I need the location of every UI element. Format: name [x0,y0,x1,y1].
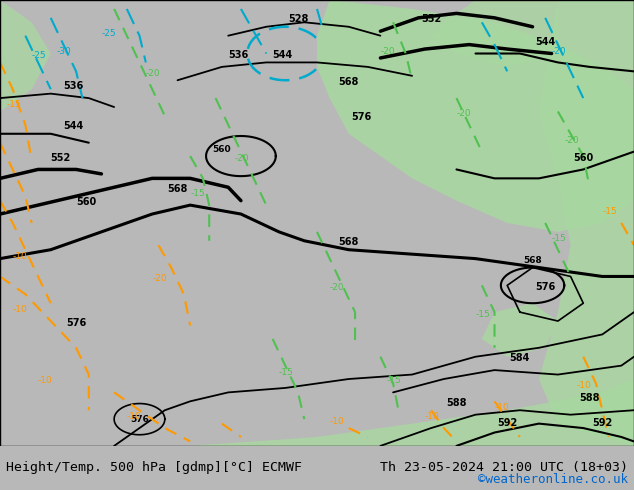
Text: 592: 592 [497,418,517,428]
Text: -15: -15 [476,310,490,318]
Polygon shape [431,0,558,67]
Text: 544: 544 [273,50,293,60]
Text: 544: 544 [535,37,555,47]
Text: -10: -10 [425,412,439,421]
Text: -30: -30 [57,47,72,55]
Text: -15: -15 [279,368,294,376]
Text: -20: -20 [456,109,471,118]
Text: -15: -15 [6,100,21,109]
Text: 576: 576 [130,415,149,424]
Text: -20: -20 [235,153,249,163]
Text: 568: 568 [339,77,359,87]
Text: Height/Temp. 500 hPa [gdmp][°C] ECMWF: Height/Temp. 500 hPa [gdmp][°C] ECMWF [6,462,302,474]
Text: 560: 560 [573,152,593,163]
Polygon shape [0,0,51,112]
Text: -10: -10 [577,381,592,390]
Text: 588: 588 [579,393,600,403]
Polygon shape [190,379,634,446]
Text: ©weatheronline.co.uk: ©weatheronline.co.uk [477,472,628,486]
Text: 552: 552 [51,152,71,163]
Text: -25: -25 [32,51,46,60]
Text: -15: -15 [602,207,617,216]
Text: 568: 568 [523,256,542,265]
Text: -10: -10 [330,416,344,426]
Text: 560: 560 [76,197,96,207]
Text: 576: 576 [351,112,372,122]
Text: -20: -20 [564,136,579,145]
Text: -10: -10 [38,376,53,386]
Polygon shape [482,303,558,357]
Text: 584: 584 [510,353,530,363]
Text: -10: -10 [495,403,509,412]
Text: -10: -10 [13,305,27,314]
Text: 576: 576 [535,282,555,292]
Text: -20: -20 [552,47,566,55]
Text: 528: 528 [288,14,308,24]
Text: -20: -20 [152,274,167,283]
Text: 568: 568 [167,184,188,194]
Text: 588: 588 [446,398,467,408]
Text: -15: -15 [552,234,566,243]
Text: -15: -15 [387,376,401,386]
Text: -15: -15 [190,189,205,198]
Text: 560: 560 [212,145,231,153]
Text: -20: -20 [330,283,344,292]
Text: -10: -10 [13,252,27,261]
Text: 592: 592 [592,418,612,428]
Text: 568: 568 [339,237,359,247]
Text: Th 23-05-2024 21:00 UTC (18+03): Th 23-05-2024 21:00 UTC (18+03) [380,462,628,474]
Text: 576: 576 [66,318,86,327]
Text: -25: -25 [101,29,116,38]
Polygon shape [539,0,634,446]
Text: -10: -10 [127,412,141,421]
Text: -20: -20 [380,47,395,55]
Text: 536: 536 [63,81,84,91]
Polygon shape [317,0,634,232]
Text: 544: 544 [63,122,84,131]
Text: 536: 536 [228,50,249,60]
Text: 552: 552 [421,14,441,24]
Text: -20: -20 [146,69,160,78]
